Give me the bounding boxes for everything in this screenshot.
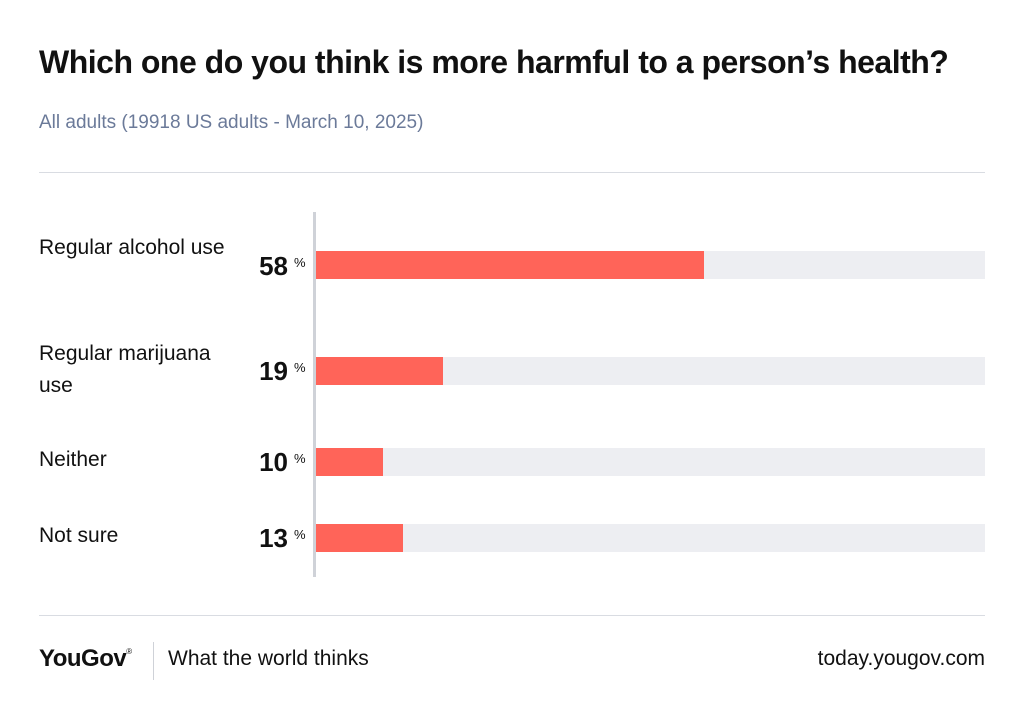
bar-regular-alcohol-use [316, 251, 705, 279]
category-label: Regular alcohol use [39, 236, 225, 259]
bar-track [316, 524, 985, 552]
percent-sign: % [294, 451, 306, 466]
category-label: Not sure [39, 524, 119, 547]
chart-subtitle: All adults (19918 US adults - March 10, … [39, 112, 424, 133]
bar-track [316, 448, 985, 476]
percent-sign: % [294, 360, 306, 375]
top-divider [39, 172, 985, 173]
bar-not-sure [316, 524, 403, 552]
footer-separator [153, 642, 154, 680]
bar-regular-marijuana-use [316, 357, 444, 385]
footer-tagline: What the world thinks [168, 647, 369, 670]
chart-title: Which one do you think is more harmful t… [39, 44, 949, 80]
bar-neither [316, 448, 383, 476]
value-label: 13 [259, 523, 288, 553]
percent-sign: % [294, 527, 306, 542]
logo-text: YouGov [39, 645, 127, 672]
registered-mark: ® [126, 647, 132, 656]
value-label: 58 [259, 251, 288, 281]
value-label: 19 [259, 356, 288, 386]
percent-sign: % [294, 255, 306, 270]
chart-axis-line [313, 212, 316, 577]
bottom-divider [39, 615, 985, 616]
value-label: 10 [259, 447, 288, 477]
category-label: Regular marijuana use [39, 342, 211, 397]
yougov-logo[interactable]: YouGov® [39, 645, 132, 673]
category-label: Neither [39, 448, 107, 471]
footer-url-link[interactable]: today.yougov.com [817, 647, 985, 670]
